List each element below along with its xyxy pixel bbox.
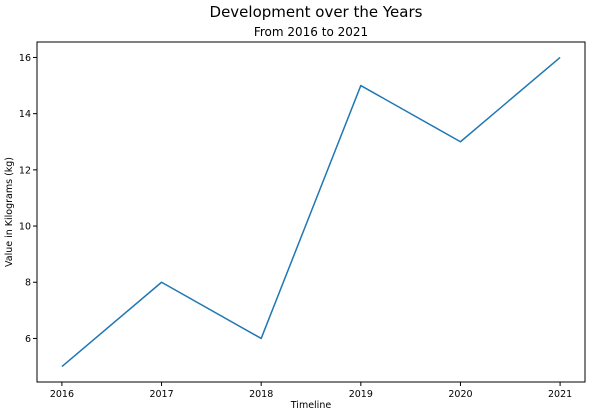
y-tick-label: 6 xyxy=(25,334,31,345)
y-tick-label: 16 xyxy=(19,53,31,64)
series-line xyxy=(61,56,561,368)
x-tick-label: 2020 xyxy=(448,389,472,400)
x-tick-label: 2019 xyxy=(349,389,373,400)
chart-subtitle: From 2016 to 2021 xyxy=(254,25,368,39)
y-axis-label: Value in Kilograms (kg) xyxy=(4,157,15,267)
y-tick-label: 14 xyxy=(19,109,31,120)
y-tick-label: 8 xyxy=(25,278,31,289)
x-axis: 2016 2017 2018 2019 2020 2021 xyxy=(50,382,572,400)
plot-frame xyxy=(36,41,586,383)
y-tick-label: 12 xyxy=(19,165,31,176)
y-axis: 6 8 10 12 14 16 xyxy=(19,53,37,345)
x-tick-label: 2017 xyxy=(149,389,173,400)
chart-title: Development over the Years xyxy=(210,3,423,21)
x-axis-label: Timeline xyxy=(290,400,332,411)
y-tick-label: 10 xyxy=(19,222,31,233)
x-tick-label: 2016 xyxy=(50,389,74,400)
x-tick-label: 2021 xyxy=(548,389,572,400)
x-tick-label: 2018 xyxy=(249,389,273,400)
